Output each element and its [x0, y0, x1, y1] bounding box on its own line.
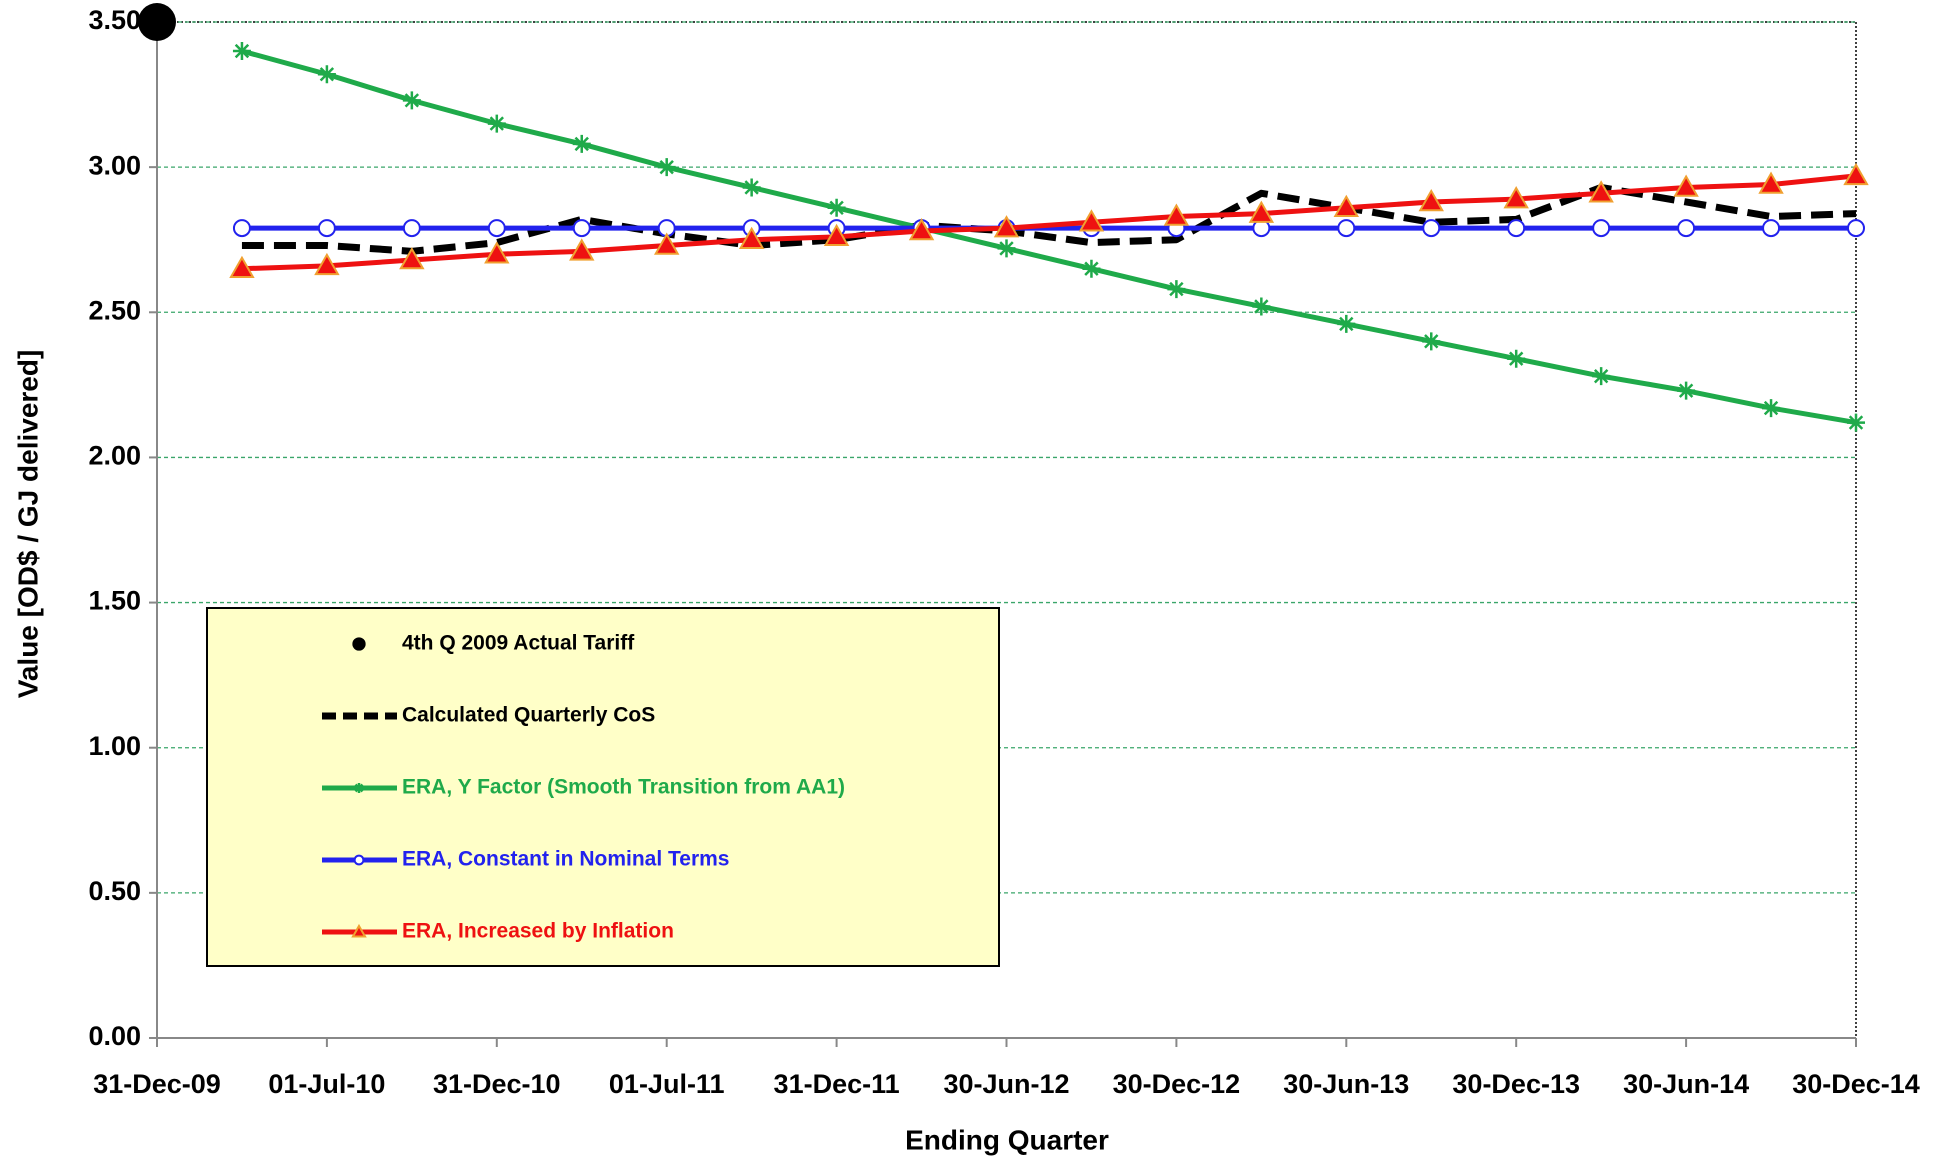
y-axis-label: Value [OD$ / GJ delivered] [12, 350, 43, 699]
legend-marker [354, 783, 364, 793]
point [908, 217, 935, 241]
legend-marker [353, 854, 365, 866]
x-tick-label: 30-Jun-13 [1283, 1069, 1409, 1099]
point [1762, 399, 1781, 418]
point [1847, 413, 1865, 432]
x-tick-label: 30-Dec-14 [1792, 1069, 1920, 1099]
point [653, 232, 680, 255]
x-tick-label: 01-Jul-11 [609, 1069, 725, 1099]
point [1167, 280, 1186, 299]
point [351, 923, 367, 938]
x-tick-label: 30-Jun-12 [943, 1069, 1069, 1099]
legend-marker [352, 637, 366, 651]
y-tick-label: 0.00 [88, 1021, 141, 1051]
x-tick-label: 30-Dec-12 [1113, 1069, 1241, 1099]
point [487, 219, 506, 238]
point [827, 198, 846, 217]
legend-label: ERA, Increased by Inflation [402, 920, 674, 943]
point [572, 219, 591, 238]
series-line [241, 173, 1857, 272]
point [138, 3, 176, 41]
point [1163, 203, 1190, 226]
point [1337, 219, 1356, 238]
point [1337, 314, 1356, 333]
y-tick-label: 3.50 [88, 5, 141, 35]
point [314, 252, 340, 276]
y-tick-label: 2.50 [88, 295, 141, 325]
point [399, 247, 425, 270]
legend-label: ERA, Constant in Nominal Terms [402, 848, 729, 871]
point [232, 219, 251, 238]
point [1503, 186, 1529, 209]
point [1677, 381, 1696, 400]
point [354, 783, 364, 793]
point [1847, 219, 1865, 238]
legend-label: 4th Q 2009 Actual Tariff [402, 632, 635, 655]
y-tick-label: 1.00 [88, 731, 141, 761]
y-tick-label: 2.00 [88, 441, 141, 471]
x-axis-label: Ending Quarter [905, 1124, 1109, 1155]
point [1507, 219, 1526, 238]
point [317, 65, 336, 84]
point [232, 42, 251, 61]
point [1422, 332, 1441, 351]
point [1677, 219, 1696, 238]
point [317, 219, 336, 238]
point [997, 239, 1016, 258]
legend-marker [351, 923, 367, 938]
x-tick-label: 31-Dec-11 [774, 1069, 900, 1099]
point [1592, 219, 1611, 238]
point [1758, 171, 1784, 194]
point [1843, 162, 1869, 186]
point [229, 255, 255, 278]
series-line [241, 183, 1857, 255]
point [402, 219, 421, 238]
point [1078, 209, 1105, 232]
point [1588, 180, 1614, 203]
point [487, 114, 506, 133]
point [993, 215, 1020, 238]
y-tick-label: 0.50 [88, 876, 141, 906]
point [1333, 194, 1360, 218]
point [1422, 219, 1441, 238]
y-tick-label: 3.00 [88, 150, 141, 180]
point [1418, 188, 1444, 212]
point [657, 158, 676, 177]
point [1252, 297, 1271, 316]
point [572, 134, 591, 153]
x-tick-label: 31-Dec-10 [433, 1069, 561, 1099]
x-tick-label: 31-Dec-09 [93, 1069, 221, 1099]
legend-label: ERA, Y Factor (Smooth Transition from AA… [402, 776, 845, 799]
point [402, 91, 421, 110]
point [1082, 259, 1101, 278]
point [484, 241, 510, 264]
point [569, 238, 595, 261]
point [1592, 367, 1611, 386]
point [1762, 219, 1781, 238]
point [1248, 200, 1275, 223]
y-tick-label: 1.50 [88, 586, 141, 616]
point [742, 178, 761, 197]
x-tick-label: 30-Jun-14 [1623, 1069, 1749, 1099]
point [1673, 174, 1699, 197]
point [738, 226, 765, 249]
point [823, 223, 850, 247]
point [353, 854, 365, 866]
x-tick-label: 30-Dec-13 [1452, 1069, 1580, 1099]
point [1507, 349, 1526, 368]
point [352, 637, 366, 651]
series-line [241, 48, 1857, 426]
legend-label: Calculated Quarterly CoS [402, 704, 655, 727]
x-tick-label: 01-Jul-10 [268, 1069, 385, 1099]
